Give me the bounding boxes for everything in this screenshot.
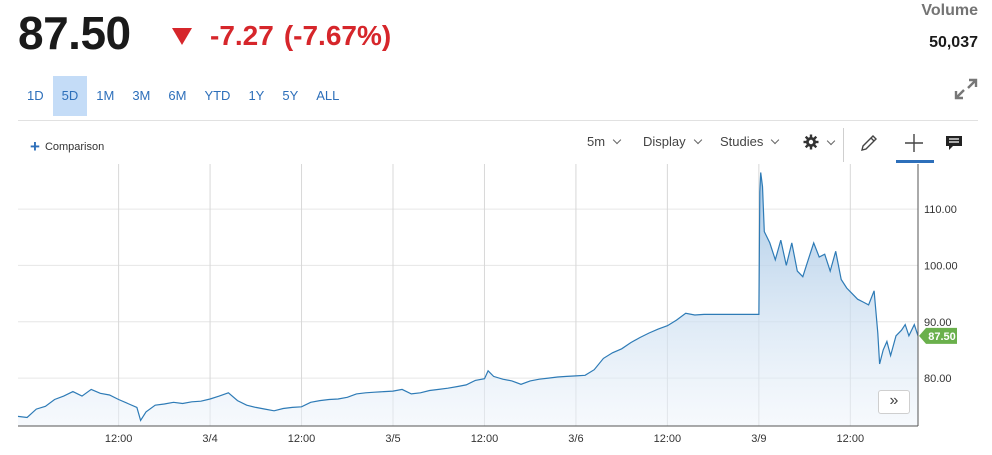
- pencil-icon: [861, 135, 877, 151]
- range-button-1y[interactable]: 1Y: [248, 88, 265, 103]
- volume-label: Volume: [921, 2, 978, 19]
- x-tick-label: 3/4: [202, 433, 217, 445]
- change-amount: -7.27: [210, 20, 274, 51]
- price-area: [18, 172, 918, 426]
- interval-label: 5m: [587, 134, 606, 149]
- studies-label: Studies: [720, 134, 764, 149]
- comment-icon: [946, 136, 962, 150]
- range-selector: 1D 5D 1M 3M 6M YTD 1Y 5Y ALL: [18, 76, 348, 116]
- toolbar-divider: [843, 128, 844, 162]
- range-button-1m[interactable]: 1M: [96, 88, 115, 103]
- active-tool-indicator: [896, 160, 934, 163]
- x-tick-label: 12:00: [837, 433, 865, 445]
- x-tick-label: 3/5: [385, 433, 400, 445]
- change-percent: (-7.67%): [283, 20, 392, 51]
- x-tick-label: 3/9: [751, 433, 766, 445]
- y-tick-label: 100.00: [924, 260, 958, 272]
- display-dropdown[interactable]: Display: [643, 134, 702, 149]
- volume-value: 50,037: [929, 34, 978, 51]
- studies-dropdown[interactable]: Studies: [720, 134, 780, 149]
- range-button-6m[interactable]: 6M: [168, 88, 187, 103]
- y-tick-label: 80.00: [924, 373, 952, 385]
- down-arrow-icon: [172, 27, 192, 45]
- expand-icon[interactable]: [952, 76, 980, 102]
- draw-tool-button[interactable]: [854, 130, 884, 156]
- y-tick-label: 90.00: [924, 317, 952, 329]
- last-price-label: 87.50: [928, 331, 956, 343]
- display-label: Display: [643, 134, 686, 149]
- crosshair-tool-button[interactable]: [899, 130, 929, 156]
- gear-icon: [803, 134, 819, 150]
- fast-forward-button[interactable]: »: [878, 390, 910, 414]
- range-button-5d[interactable]: 5D: [52, 76, 88, 116]
- plus-icon: +: [30, 137, 40, 156]
- x-tick-label: 12:00: [105, 433, 133, 445]
- comparison-button[interactable]: + Comparison: [30, 138, 104, 155]
- last-price-tag: [919, 327, 957, 344]
- y-tick-label: 110.00: [924, 204, 957, 216]
- range-button-1d[interactable]: 1D: [27, 88, 44, 103]
- range-button-all[interactable]: ALL: [316, 88, 340, 103]
- x-tick-label: 3/6: [568, 433, 583, 445]
- x-tick-label: 12:00: [654, 433, 682, 445]
- x-tick-label: 12:00: [288, 433, 316, 445]
- interval-dropdown[interactable]: 5m: [587, 134, 622, 149]
- divider: [18, 120, 978, 121]
- comparison-label: Comparison: [44, 140, 105, 153]
- settings-dropdown[interactable]: [803, 134, 836, 150]
- comment-tool-button[interactable]: [939, 130, 969, 156]
- range-button-5y[interactable]: 5Y: [282, 88, 299, 103]
- x-tick-label: 12:00: [471, 433, 499, 445]
- price-line: [17, 172, 919, 422]
- range-button-3m[interactable]: 3M: [132, 88, 151, 103]
- price-change: -7.27 (-7.67%): [172, 20, 391, 52]
- fast-forward-icon: »: [889, 392, 899, 409]
- range-button-ytd[interactable]: YTD: [204, 88, 231, 103]
- last-price: 87.50: [18, 7, 131, 59]
- crosshair-icon: [905, 134, 923, 152]
